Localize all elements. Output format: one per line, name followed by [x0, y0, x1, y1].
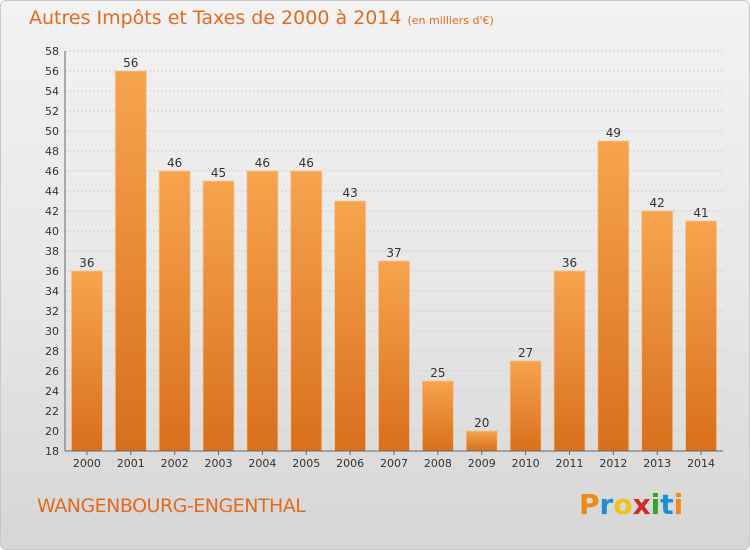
commune-name: WANGENBOURG-ENGENTHAL	[37, 495, 306, 517]
y-tick-label: 34	[45, 285, 59, 298]
bar	[246, 170, 279, 452]
chart-title: Autres Impôts et Taxes de 2000 à 2014 (en…	[29, 7, 494, 29]
data-label: 20	[474, 416, 489, 430]
data-label: 45	[211, 166, 226, 180]
data-label: 46	[167, 156, 182, 170]
x-tick-label: 2001	[117, 457, 145, 470]
logo-letter: r	[599, 488, 614, 521]
logo-letter: P	[579, 488, 600, 521]
x-tick-label: 2003	[205, 457, 233, 470]
y-tick-label: 18	[45, 445, 59, 458]
data-label: 36	[79, 256, 94, 270]
data-label: 41	[693, 206, 708, 220]
x-tick-label: 2012	[599, 457, 627, 470]
x-tick-label: 2002	[161, 457, 189, 470]
data-label: 27	[518, 346, 533, 360]
y-tick-label: 42	[45, 205, 59, 218]
proxiti-logo: Proxiti	[579, 488, 683, 521]
logo-letter: t	[660, 488, 674, 521]
x-tick-label: 2005	[292, 457, 320, 470]
y-tick-label: 38	[45, 245, 59, 258]
y-tick-label: 44	[45, 185, 59, 198]
data-label: 56	[123, 56, 138, 70]
x-tick-label: 2009	[468, 457, 496, 470]
x-tick-label: 2014	[687, 457, 715, 470]
y-tick-label: 22	[45, 405, 59, 418]
y-tick-label: 36	[45, 265, 59, 278]
data-label: 46	[299, 156, 314, 170]
data-label: 43	[342, 186, 357, 200]
data-label: 36	[562, 256, 577, 270]
data-label: 49	[606, 126, 621, 140]
chart-unit: (en milliers d'€)	[407, 14, 494, 27]
bar	[202, 180, 235, 452]
bar	[421, 380, 454, 452]
y-tick-label: 28	[45, 345, 59, 358]
data-label: 25	[430, 366, 445, 380]
x-tick-label: 2007	[380, 457, 408, 470]
logo-letter: i	[673, 488, 684, 521]
data-label: 46	[255, 156, 270, 170]
logo-letter: i	[650, 488, 661, 521]
bar	[685, 220, 717, 452]
data-label: 42	[650, 196, 665, 210]
logo-letter: x	[632, 488, 651, 521]
bar	[378, 260, 410, 452]
bar	[158, 170, 191, 452]
y-tick-label: 26	[45, 365, 59, 378]
bar	[641, 210, 674, 452]
bar	[114, 70, 147, 452]
y-tick-label: 58	[45, 45, 59, 58]
y-tick-label: 54	[45, 85, 59, 98]
x-tick-label: 2011	[555, 457, 583, 470]
bar	[597, 140, 630, 452]
y-tick-label: 46	[45, 165, 59, 178]
x-tick-label: 2008	[424, 457, 452, 470]
x-tick-label: 2010	[512, 457, 540, 470]
data-label: 37	[386, 246, 401, 260]
x-tick-label: 2006	[336, 457, 364, 470]
bars	[71, 70, 717, 452]
y-tick-label: 40	[45, 225, 59, 238]
y-tick-label: 32	[45, 305, 59, 318]
bar	[290, 170, 323, 452]
axes: 18 20 22 24 26 28 30 32 34 36 38 40 42 44 46 48 50 52 54 56…	[45, 45, 723, 470]
logo-letter: o	[613, 488, 633, 521]
y-tick-label: 48	[45, 145, 59, 158]
bar	[465, 430, 498, 452]
bar	[553, 270, 586, 452]
chart-title-text: Autres Impôts et Taxes de 2000 à 2014	[29, 7, 402, 29]
y-tick-label: 20	[45, 425, 59, 438]
y-tick-label: 56	[45, 65, 59, 78]
bar	[509, 360, 542, 452]
y-tick-label: 52	[45, 105, 59, 118]
bar	[334, 200, 367, 452]
x-tick-label: 2000	[73, 457, 101, 470]
bar-chart: 18 20 22 24 26 28 30 32 34 36 38 40 42 44 46 48 50 52 54 56…	[45, 45, 723, 470]
y-tick-label: 50	[45, 125, 59, 138]
bar	[71, 270, 103, 452]
x-tick-label: 2004	[248, 457, 276, 470]
y-tick-label: 30	[45, 325, 59, 338]
x-tick-label: 2013	[643, 457, 671, 470]
y-tick-label: 24	[45, 385, 59, 398]
